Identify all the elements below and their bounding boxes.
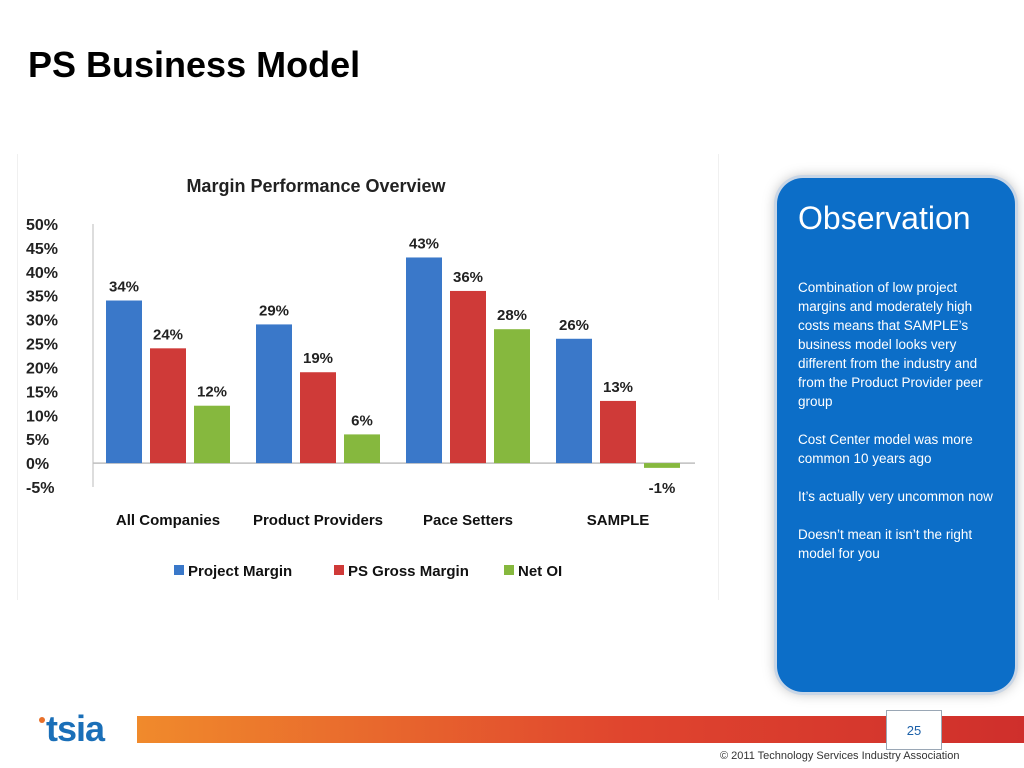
data-label: 13%	[603, 379, 633, 396]
observation-item: It’s actually very uncommon now	[798, 489, 993, 504]
observation-item: Combination of low project margins and m…	[798, 280, 983, 409]
tsia-logo-icon: tsia	[39, 708, 107, 749]
bar	[450, 290, 486, 464]
data-label: 19%	[303, 350, 333, 367]
data-label: -1%	[649, 480, 676, 497]
bar	[256, 324, 292, 464]
observation-item: Doesn’t mean it isn’t the right model fo…	[798, 527, 973, 561]
chart-title: Margin Performance Overview	[186, 176, 446, 196]
data-label: 28%	[497, 307, 527, 324]
bar	[150, 348, 186, 464]
data-label: 6%	[351, 412, 373, 429]
page-number: 25	[886, 710, 942, 750]
y-tick-label: 35%	[26, 289, 58, 306]
y-tick-label: 50%	[26, 217, 58, 234]
data-label: 24%	[153, 326, 183, 343]
observation-list: Combination of low project margins and m…	[798, 278, 1004, 582]
category-label: Pace Setters	[423, 512, 513, 529]
bar	[556, 338, 592, 464]
y-tick-label: 30%	[26, 313, 58, 330]
legend-label: Project Margin	[188, 563, 292, 580]
data-label: 29%	[259, 302, 289, 319]
bar	[406, 257, 442, 464]
margin-chart: Margin Performance Overview 50% 45% 40% 35% 3…	[26, 176, 695, 580]
y-tick-label: 5%	[26, 432, 49, 449]
bar	[300, 372, 336, 464]
bar	[344, 434, 380, 464]
y-tick-label: 25%	[26, 337, 58, 354]
legend-swatch	[504, 565, 514, 575]
data-label: 12%	[197, 384, 227, 401]
data-label: 34%	[109, 279, 139, 296]
tsia-logo: tsia	[34, 708, 134, 753]
svg-text:tsia: tsia	[46, 708, 106, 748]
y-tick-label: 40%	[26, 265, 58, 282]
y-tick-label: 15%	[26, 384, 58, 401]
bar	[494, 329, 530, 464]
y-tick-label: 20%	[26, 360, 58, 377]
legend-swatch	[334, 565, 344, 575]
observation-title: Observation	[798, 200, 971, 236]
slide-title: PS Business Model	[28, 44, 361, 85]
chart-frame: Margin Performance Overview 50% 45% 40% 35% 3…	[17, 154, 719, 600]
legend-label: Net OI	[518, 563, 562, 580]
y-tick-label: -5%	[26, 480, 54, 497]
y-tick-label: 0%	[26, 456, 49, 473]
copyright: © 2011 Technology Services Industry Asso…	[720, 750, 960, 762]
bar	[600, 400, 636, 464]
data-label: 26%	[559, 317, 589, 334]
observation-panel: Observation Combination of low project m…	[777, 178, 1015, 692]
category-label: All Companies	[116, 512, 220, 529]
footer-bar	[137, 716, 1024, 743]
y-tick-label: 10%	[26, 408, 58, 425]
bar	[194, 405, 230, 464]
bar	[106, 300, 142, 464]
category-label: SAMPLE	[587, 512, 650, 529]
legend-label: PS Gross Margin	[348, 563, 469, 580]
observation-item: Cost Center model was more common 10 yea…	[798, 432, 973, 466]
bar	[644, 463, 680, 468]
data-label: 36%	[453, 269, 483, 286]
category-label: Product Providers	[253, 512, 383, 529]
y-tick-label: 45%	[26, 241, 58, 258]
legend-swatch	[174, 565, 184, 575]
data-label: 43%	[409, 235, 439, 252]
